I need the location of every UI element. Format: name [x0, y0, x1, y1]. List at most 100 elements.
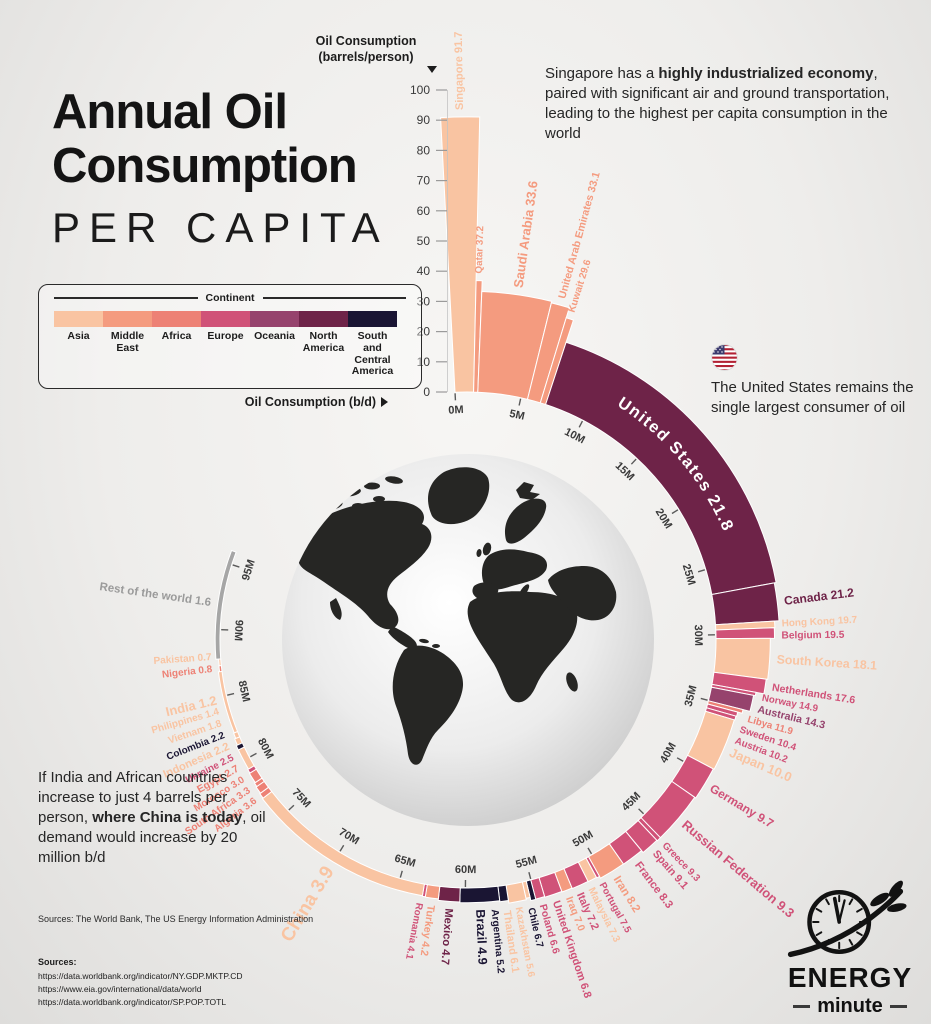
label-belgium: Belgium 19.5: [781, 630, 844, 642]
radial-tick-80: 80: [417, 143, 431, 157]
label-brazil: Brazil 4.9: [473, 909, 490, 965]
angular-tick-95M: 95M: [240, 558, 258, 582]
legend-title-row: Continent: [54, 292, 406, 304]
logo-dash-right: [889, 1005, 907, 1008]
singapore-note-post: , paired with significant air and ground…: [545, 65, 890, 142]
segment-brazil: [459, 885, 501, 904]
india-note-post: , oil demand would increase by 20 millio…: [38, 808, 266, 866]
radial-tick-20: 20: [417, 325, 431, 339]
india-note-bold: where China is today: [92, 808, 243, 826]
country-segments: [214, 116, 780, 904]
angular-tick-50M: 50M: [571, 829, 596, 850]
label-saudi-arabia: Saudi Arabia 33.6: [511, 180, 541, 289]
legend-swatch-asia: [54, 311, 103, 327]
legend-label-europe: Europe: [207, 330, 244, 342]
sources-urls: https://data.worldbank.org/indicator/NY.…: [38, 970, 243, 1010]
title-line2: Consumption: [52, 138, 358, 193]
label-germany: Germany 9.7: [707, 781, 776, 831]
label-pakistan: Pakistan 0.7: [153, 652, 212, 667]
angular-tick-0M: 0M: [448, 404, 464, 417]
radial-tick-90: 90: [417, 113, 431, 127]
source-url-2: https://www.eia.gov/international/data/w…: [38, 984, 202, 995]
segment-indonesia: [237, 746, 255, 770]
angular-tick-55M: 55M: [514, 854, 538, 871]
angular-tick-80M: 80M: [255, 736, 276, 761]
sources-heading: Sources:: [38, 957, 77, 967]
legend-swatch-middle-east: [103, 311, 152, 327]
label-singapore: Singapore 91.7: [453, 31, 466, 110]
label-canada: Canada 21.2: [783, 585, 855, 607]
label-qatar: Qatar 37.2: [474, 225, 487, 273]
angular-tick-35M: 35M: [683, 684, 700, 708]
singapore-note-pre: Singapore has a: [545, 65, 659, 82]
legend-rule-right: [262, 297, 406, 299]
logo-energy-text: ENERGY: [787, 962, 913, 993]
radial-axis-title: Oil Consumption (barrels/person): [315, 34, 417, 64]
continent-legend: Continent Asia Middle East Africa Europe Oce…: [38, 284, 422, 389]
angular-axis-title: Oil Consumption (b/d): [216, 395, 388, 409]
label-hong-kong: Hong Kong 19.7: [781, 615, 857, 630]
angular-tick-20M: 20M: [653, 507, 674, 532]
radial-tick-10: 10: [417, 355, 431, 369]
logo-minute-text: minute: [817, 995, 883, 1017]
legend-label-asia: Asia: [67, 330, 90, 342]
logo-dash-left: [793, 1005, 811, 1008]
legend-labels: Asia Middle East Africa Europe Oceania North …: [54, 330, 406, 378]
segment-pakistan: [218, 658, 222, 667]
angular-tick-30M: 30M: [692, 624, 704, 646]
legend-label-africa: Africa: [161, 330, 192, 342]
angular-tick-65M: 65M: [393, 852, 417, 869]
legend-label-south-and-central-america: South and Central America: [351, 330, 394, 378]
label-china: China 3.9: [277, 863, 339, 946]
segment-mexico: [437, 885, 461, 903]
label-nigeria: Nigeria 0.8: [161, 664, 213, 681]
legend-title: Continent: [205, 292, 255, 304]
title-line3: PER CAPITA: [52, 203, 389, 251]
angular-tick-40M: 40M: [658, 741, 679, 766]
globe: [282, 454, 654, 826]
segment-nigeria: [218, 664, 223, 673]
legend-swatch-europe: [201, 311, 250, 327]
radial-tick-50: 50: [417, 234, 431, 248]
energy-minute-logo: ENERGY minute: [772, 880, 928, 1018]
angular-tick-5M: 5M: [508, 408, 525, 423]
legend-label-middle-east: Middle East: [110, 330, 145, 354]
angular-tick-60M: 60M: [455, 864, 477, 876]
segment-belgium: [715, 627, 776, 640]
angular-tick-10M: 10M: [562, 426, 587, 447]
angular-tick-90M: 90M: [232, 619, 245, 641]
segment-united-states: [544, 341, 777, 596]
singapore-note: Singapore has a highly industrialized ec…: [545, 64, 905, 144]
radial-tick-100: 100: [410, 83, 430, 97]
radial-tick-0: 0: [423, 385, 430, 399]
source-url-1: https://data.worldbank.org/indicator/NY.…: [38, 970, 243, 981]
singapore-note-bold: highly industrialized economy: [658, 65, 874, 82]
legend-swatch-north-america: [299, 311, 348, 327]
clock-leaf-icon: [787, 880, 907, 958]
angular-axis-title-text: Oil Consumption (b/d): [244, 395, 376, 409]
us-note: The United States remains the single lar…: [711, 379, 914, 416]
page-title: Annual Oil Consumption PER CAPITA: [52, 85, 452, 252]
title-line1: Annual Oil: [52, 85, 288, 139]
world-map-continents: [293, 467, 617, 765]
radial-axis: 0 10 20 30 40 50 60 70 80 90 100: [410, 83, 448, 399]
arrow-down-icon: [427, 66, 437, 73]
legend-swatch-africa: [152, 311, 201, 327]
legend-rule-left: [54, 297, 198, 299]
legend-swatch-south-and-central-america: [348, 311, 397, 327]
segment-rest-of-the-world: [214, 549, 237, 660]
radial-tick-70: 70: [417, 174, 431, 188]
angular-tick-70M: 70M: [337, 826, 362, 847]
legend-swatch-oceania: [250, 311, 299, 327]
segment-thailand: [505, 881, 527, 904]
legend-label-oceania: Oceania: [254, 330, 295, 342]
angular-tick-85M: 85M: [236, 680, 252, 704]
radial-tick-60: 60: [417, 204, 431, 218]
source-url-3: https://data.worldbank.org/indicator/SP.…: [38, 997, 227, 1008]
us-flag-icon: [711, 344, 738, 371]
sources-block: Sources: https://data.worldbank.org/indi…: [38, 956, 243, 1009]
arrow-right-icon: [381, 397, 388, 407]
label-rest-of-the-world: Rest of the world 1.6: [99, 581, 212, 609]
